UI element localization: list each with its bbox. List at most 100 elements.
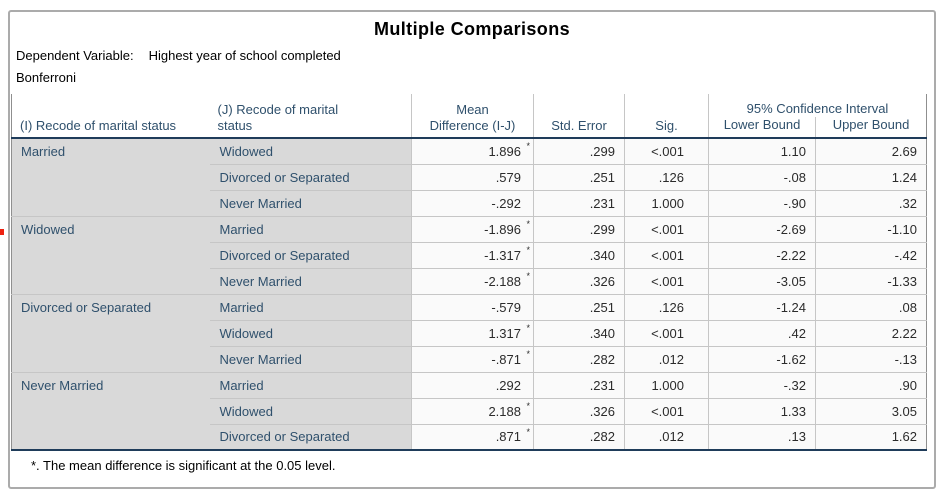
mean-difference-cell: 1.317 * bbox=[411, 319, 534, 346]
std-error-cell: .282 bbox=[533, 423, 625, 450]
j-label-cell: Divorced or Separated bbox=[209, 241, 412, 268]
viewer-outline-marker bbox=[0, 229, 4, 235]
significance-footnote: *. The mean difference is significant at… bbox=[31, 458, 336, 473]
std-error-cell: .326 bbox=[533, 397, 625, 424]
j-label-cell: Married bbox=[209, 371, 412, 398]
upper-bound-cell: 3.05 bbox=[815, 397, 927, 424]
significance-asterisk: * bbox=[526, 348, 530, 359]
header-row-2: Lower Bound Upper Bound bbox=[12, 117, 927, 139]
upper-bound-cell: -.42 bbox=[815, 241, 927, 268]
header-row-1: (I) Recode of marital status (J) Recode … bbox=[11, 94, 927, 139]
lower-bound-cell: .42 bbox=[708, 319, 816, 346]
col-header-confidence-interval: 95% Confidence Interval bbox=[708, 94, 927, 117]
table-row: Divorced or Separated .871 * .282.012.13 1.6… bbox=[12, 423, 927, 450]
mean-difference-cell: -2.188 * bbox=[411, 267, 534, 294]
sig-cell: <.001 bbox=[624, 215, 709, 242]
std-error-cell: .251 bbox=[533, 293, 625, 320]
mean-difference-cell: -1.896 * bbox=[411, 215, 534, 242]
table-title: Multiple Comparisons bbox=[373, 19, 570, 39]
sig-cell: 1.000 bbox=[624, 371, 709, 398]
j-label-cell: Divorced or Separated bbox=[209, 423, 412, 450]
lower-bound-cell: -1.62 bbox=[708, 345, 816, 372]
std-error-cell: .299 bbox=[533, 137, 625, 164]
col-header-sig: Sig. bbox=[624, 94, 709, 139]
std-error-cell: .231 bbox=[533, 371, 625, 398]
significance-asterisk: * bbox=[526, 400, 530, 411]
mean-difference-cell: -1.317 * bbox=[411, 241, 534, 268]
comparisons-tbody: Married Widowed 1.896 * .299 <.001 1.10 2.69 Div… bbox=[11, 137, 927, 450]
dependent-variable-label: Dependent Variable: bbox=[16, 48, 134, 63]
i-label-cell: Widowed bbox=[11, 215, 210, 294]
j-label-cell: Widowed bbox=[209, 319, 412, 346]
col-header-i-marital-status: (I) Recode of marital status bbox=[11, 94, 210, 139]
mean-difference-cell: -.292 bbox=[411, 189, 534, 216]
std-error-cell: .299 bbox=[533, 215, 625, 242]
lower-bound-cell: -.90 bbox=[708, 189, 816, 216]
j-label-cell: Widowed bbox=[209, 137, 412, 164]
sig-cell: .126 bbox=[624, 163, 709, 190]
lower-bound-cell: 1.10 bbox=[708, 137, 816, 164]
i-label-cell: Never Married bbox=[11, 371, 210, 450]
significance-asterisk: * bbox=[526, 218, 530, 229]
dependent-variable-caption: Dependent Variable: Highest year of schoo… bbox=[10, 48, 934, 63]
upper-bound-cell: 2.22 bbox=[815, 319, 927, 346]
upper-bound-cell: -1.33 bbox=[815, 267, 927, 294]
i-label-cell: Married bbox=[11, 137, 210, 216]
upper-bound-cell: 1.24 bbox=[815, 163, 927, 190]
mean-difference-cell: .579 bbox=[411, 163, 534, 190]
table-row: Widowed 2.188 * .326 <.001 1.33 3.05 bbox=[12, 397, 927, 424]
upper-bound-cell: 1.62 bbox=[815, 423, 927, 450]
j-label-cell: Never Married bbox=[209, 345, 412, 372]
j-label-cell: Married bbox=[209, 293, 412, 320]
upper-bound-cell: 2.69 bbox=[815, 137, 927, 164]
sig-cell: 1.000 bbox=[624, 189, 709, 216]
std-error-cell: .340 bbox=[533, 241, 625, 268]
table-row: Divorced or Separated .579.251.126 -.08 1.2… bbox=[12, 163, 927, 190]
std-error-cell: .231 bbox=[533, 189, 625, 216]
upper-bound-cell: .32 bbox=[815, 189, 927, 216]
col-header-j-marital-status: (J) Recode of marital status bbox=[209, 94, 412, 139]
significance-asterisk: * bbox=[526, 322, 530, 333]
i-label-cell: Divorced or Separated bbox=[11, 293, 210, 372]
lower-bound-cell: 1.33 bbox=[708, 397, 816, 424]
col-header-std-error: Std. Error bbox=[533, 94, 625, 139]
col-header-upper-bound: Upper Bound bbox=[815, 117, 927, 139]
table-row: Married Widowed 1.896 * .299 <.001 1.10 2.69 bbox=[11, 137, 927, 216]
lower-bound-cell: -2.69 bbox=[708, 215, 816, 242]
upper-bound-cell: -.13 bbox=[815, 345, 927, 372]
sig-cell: <.001 bbox=[624, 137, 709, 164]
sig-cell: .012 bbox=[624, 423, 709, 450]
table-row: Never Married Married .292.231 1.000 -.32.90 bbox=[11, 371, 927, 450]
table-row: Divorced or Separated -1.317 * .340 <.001 -2.… bbox=[12, 241, 927, 268]
lower-bound-cell: -3.05 bbox=[708, 267, 816, 294]
j-label-cell: Never Married bbox=[209, 189, 412, 216]
table-row: Widowed 1.317 * .340 <.001.42 2.22 bbox=[12, 319, 927, 346]
table-header: (I) Recode of marital status (J) Recode … bbox=[11, 94, 927, 139]
j-label-cell: Divorced or Separated bbox=[209, 163, 412, 190]
mean-difference-cell: 1.896 * bbox=[411, 137, 534, 164]
std-error-cell: .282 bbox=[533, 345, 625, 372]
multiple-comparisons-table: (I) Recode of marital status (J) Recode … bbox=[11, 94, 927, 451]
upper-bound-cell: .08 bbox=[815, 293, 927, 320]
significance-asterisk: * bbox=[526, 426, 530, 437]
mean-difference-cell: .871 * bbox=[411, 423, 534, 450]
lower-bound-cell: .13 bbox=[708, 423, 816, 450]
std-error-cell: .326 bbox=[533, 267, 625, 294]
lower-bound-cell: -1.24 bbox=[708, 293, 816, 320]
std-error-cell: .251 bbox=[533, 163, 625, 190]
spss-pivot-table-object[interactable]: Multiple Comparisons Dependent Variable:… bbox=[8, 10, 936, 489]
upper-bound-cell: .90 bbox=[815, 371, 927, 398]
upper-bound-cell: -1.10 bbox=[815, 215, 927, 242]
mean-difference-cell: 2.188 * bbox=[411, 397, 534, 424]
sig-cell: <.001 bbox=[624, 241, 709, 268]
mean-difference-cell: -.871 * bbox=[411, 345, 534, 372]
lower-bound-cell: -.32 bbox=[708, 371, 816, 398]
mean-difference-cell: .292 bbox=[411, 371, 534, 398]
method-caption: Bonferroni bbox=[16, 70, 76, 85]
std-error-cell: .340 bbox=[533, 319, 625, 346]
sig-cell: <.001 bbox=[624, 319, 709, 346]
table-row: Widowed Married -1.896 * .299 <.001 -2.69 -1.10 bbox=[11, 215, 927, 294]
mean-difference-cell: -.579 bbox=[411, 293, 534, 320]
sig-cell: <.001 bbox=[624, 397, 709, 424]
significance-asterisk: * bbox=[526, 244, 530, 255]
